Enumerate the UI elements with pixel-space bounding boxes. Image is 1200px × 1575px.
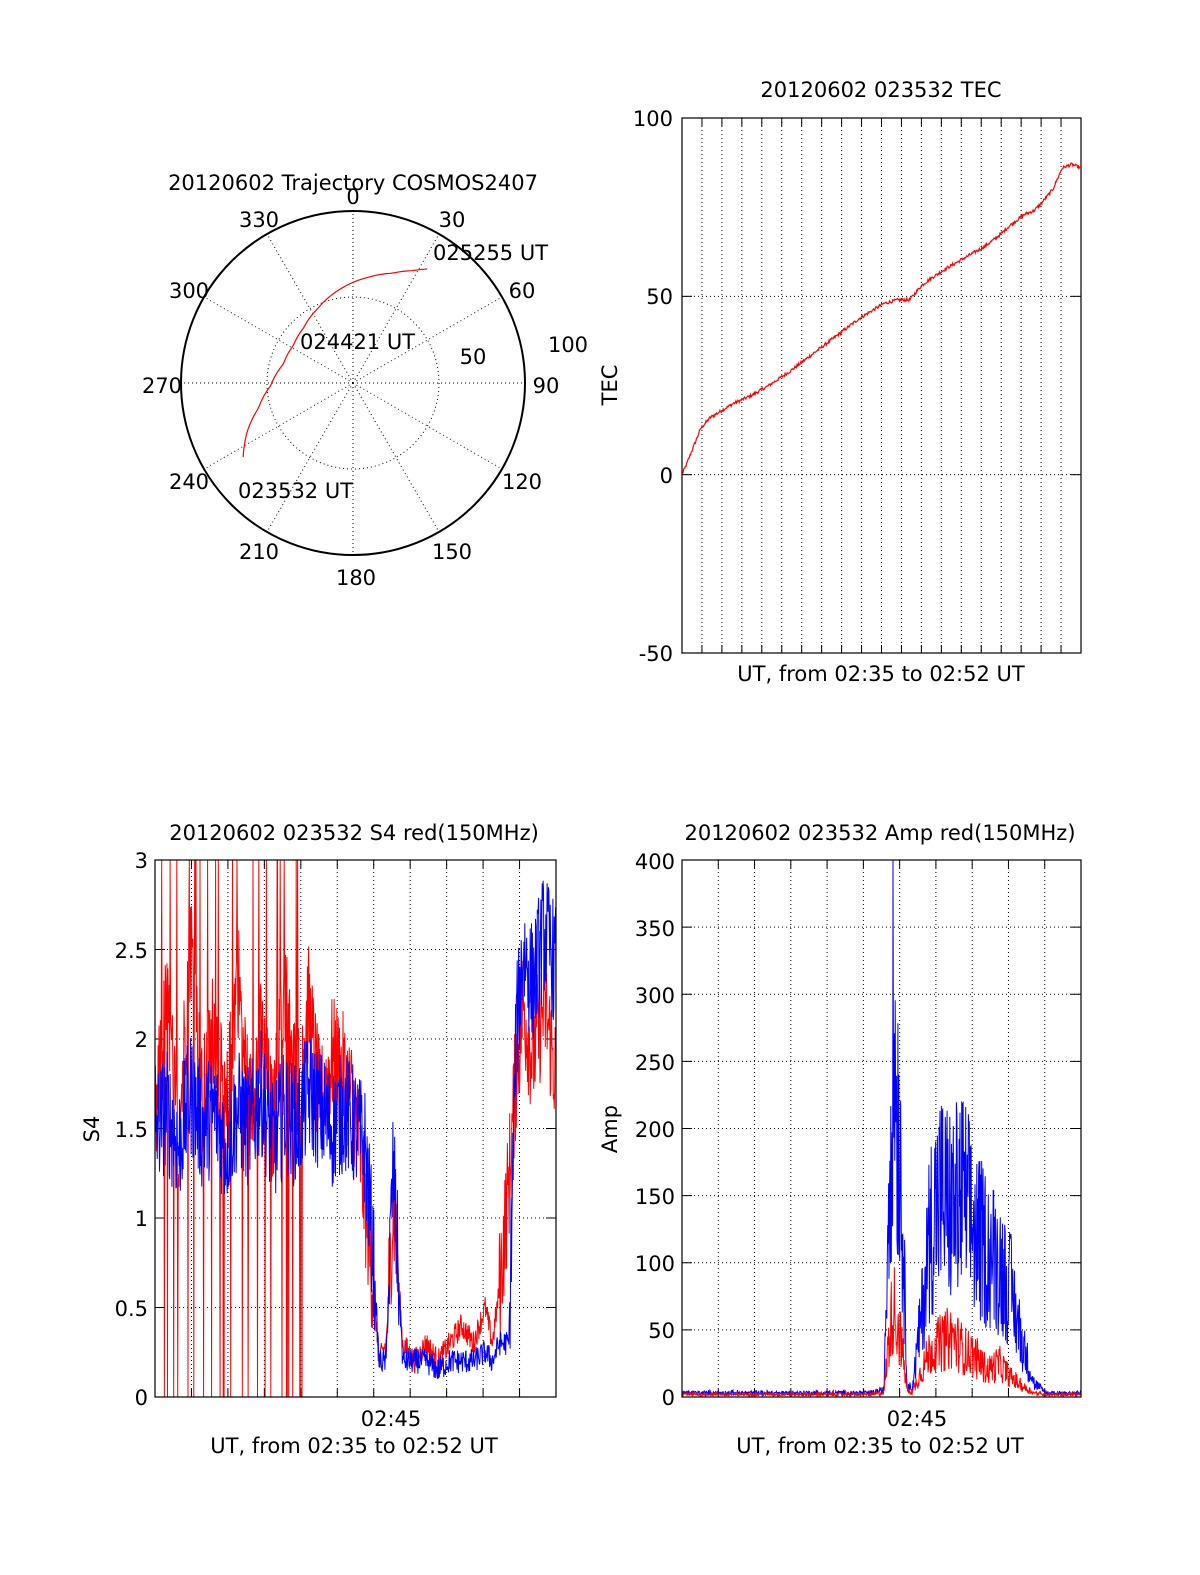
s4-ytick-1-5: 1.5 — [115, 1118, 148, 1142]
tec-y-axis-label: TEC — [598, 365, 622, 407]
s4-ytick-2-5: 2.5 — [115, 939, 148, 963]
azimuth-label-330: 330 — [239, 208, 279, 232]
s4-ytick-2: 2 — [135, 1028, 148, 1052]
polar-title: 20120602 Trajectory COSMOS2407 — [168, 171, 538, 195]
polar-spoke — [203, 296, 354, 384]
s4-title: 20120602 023532 S4 red(150MHz) — [169, 821, 539, 845]
tec-ytick-minus-50: -50 — [639, 642, 673, 666]
amp-ytick-50: 50 — [648, 1319, 675, 1343]
s4-ytick-0-5: 0.5 — [115, 1297, 148, 1321]
tec-ytick-0: 0 — [660, 464, 673, 488]
amp-ytick-150: 150 — [635, 1185, 675, 1209]
s4-red-series-line — [154, 859, 557, 1398]
azimuth-label-60: 60 — [509, 279, 536, 303]
amp-blue-series-line — [681, 859, 1082, 1398]
ring-label-100: 100 — [548, 333, 588, 357]
azimuth-label-300: 300 — [169, 279, 209, 303]
s4-ytick-3: 3 — [135, 849, 148, 873]
tec-ytick-50: 50 — [646, 285, 673, 309]
s4-xtick-02-45: 02:45 — [361, 1407, 422, 1431]
polar-spoke — [352, 233, 440, 384]
ring-label-50: 50 — [460, 345, 487, 369]
azimuth-label-270: 270 — [142, 374, 182, 398]
amp-x-axis-label: UT, from 02:35 to 02:52 UT — [736, 1434, 1024, 1458]
amp-grid — [682, 860, 1081, 1397]
amp-ytick-100: 100 — [635, 1252, 675, 1276]
amp-ytick-350: 350 — [635, 917, 675, 941]
trajectory-line — [242, 268, 428, 458]
tec-x-axis-label: UT, from 02:35 to 02:52 UT — [737, 662, 1025, 686]
amp-plot-frame — [681, 859, 1082, 1398]
s4-ytick-1: 1 — [135, 1207, 148, 1231]
polar-grid — [181, 211, 525, 555]
amp-xtick-02-45: 02:45 — [887, 1407, 948, 1431]
azimuth-label-150: 150 — [432, 540, 472, 564]
amp-red-series-line — [681, 1267, 1082, 1399]
amp-ytick-250: 250 — [635, 1051, 675, 1075]
polar-outer-ring — [180, 210, 526, 556]
amp-panel: 20120602 023532 Amp red(150MHz) 0 50 100… — [598, 821, 1082, 1458]
tec-series-line — [681, 162, 1082, 475]
amp-ytick-0: 0 — [662, 1386, 675, 1410]
s4-plot-frame — [154, 859, 557, 1398]
azimuth-label-120: 120 — [502, 470, 542, 494]
s4-ytick-0: 0 — [135, 1386, 148, 1410]
tec-grid — [682, 117, 1081, 654]
s4-x-axis-label: UT, from 02:35 to 02:52 UT — [210, 1434, 498, 1458]
polar-spoke — [203, 382, 354, 470]
amp-ytick-300: 300 — [635, 984, 675, 1008]
polar-spoke — [352, 296, 503, 384]
azimuth-label-30: 30 — [439, 208, 466, 232]
polar-spoke — [266, 233, 354, 384]
tec-plot-frame — [681, 117, 1082, 654]
s4-blue-series-line — [154, 880, 557, 1379]
tec-panel: 20120602 023532 TEC 100 50 0 -50 TEC UT,… — [598, 78, 1082, 686]
amp-title: 20120602 023532 Amp red(150MHz) — [684, 821, 1075, 845]
tec-ytick-100: 100 — [633, 107, 673, 131]
polar-panel: 20120602 Trajectory COSMOS2407 50 100 0 … — [142, 171, 588, 590]
end-time-label: 025255 UT — [433, 241, 548, 265]
azimuth-label-0: 0 — [346, 185, 359, 209]
polar-inner-ring — [266, 296, 440, 470]
azimuth-label-210: 210 — [239, 540, 279, 564]
azimuth-label-90: 90 — [533, 374, 560, 398]
s4-panel: 20120602 023532 S4 red(150MHz) 0 0.5 1 1… — [80, 821, 557, 1458]
polar-spoke — [352, 382, 440, 533]
polar-spoke — [266, 382, 354, 533]
s4-y-axis-label: S4 — [80, 1116, 104, 1143]
amp-y-axis-label: Amp — [598, 1105, 622, 1153]
azimuth-label-240: 240 — [169, 470, 209, 494]
polar-spoke — [352, 382, 503, 470]
start-time-label: 023532 UT — [238, 479, 353, 503]
mid-time-label: 024421 UT — [300, 330, 415, 354]
azimuth-label-180: 180 — [336, 566, 376, 590]
amp-ytick-200: 200 — [635, 1118, 675, 1142]
tec-title: 20120602 023532 TEC — [760, 78, 1001, 102]
amp-ytick-400: 400 — [635, 850, 675, 874]
